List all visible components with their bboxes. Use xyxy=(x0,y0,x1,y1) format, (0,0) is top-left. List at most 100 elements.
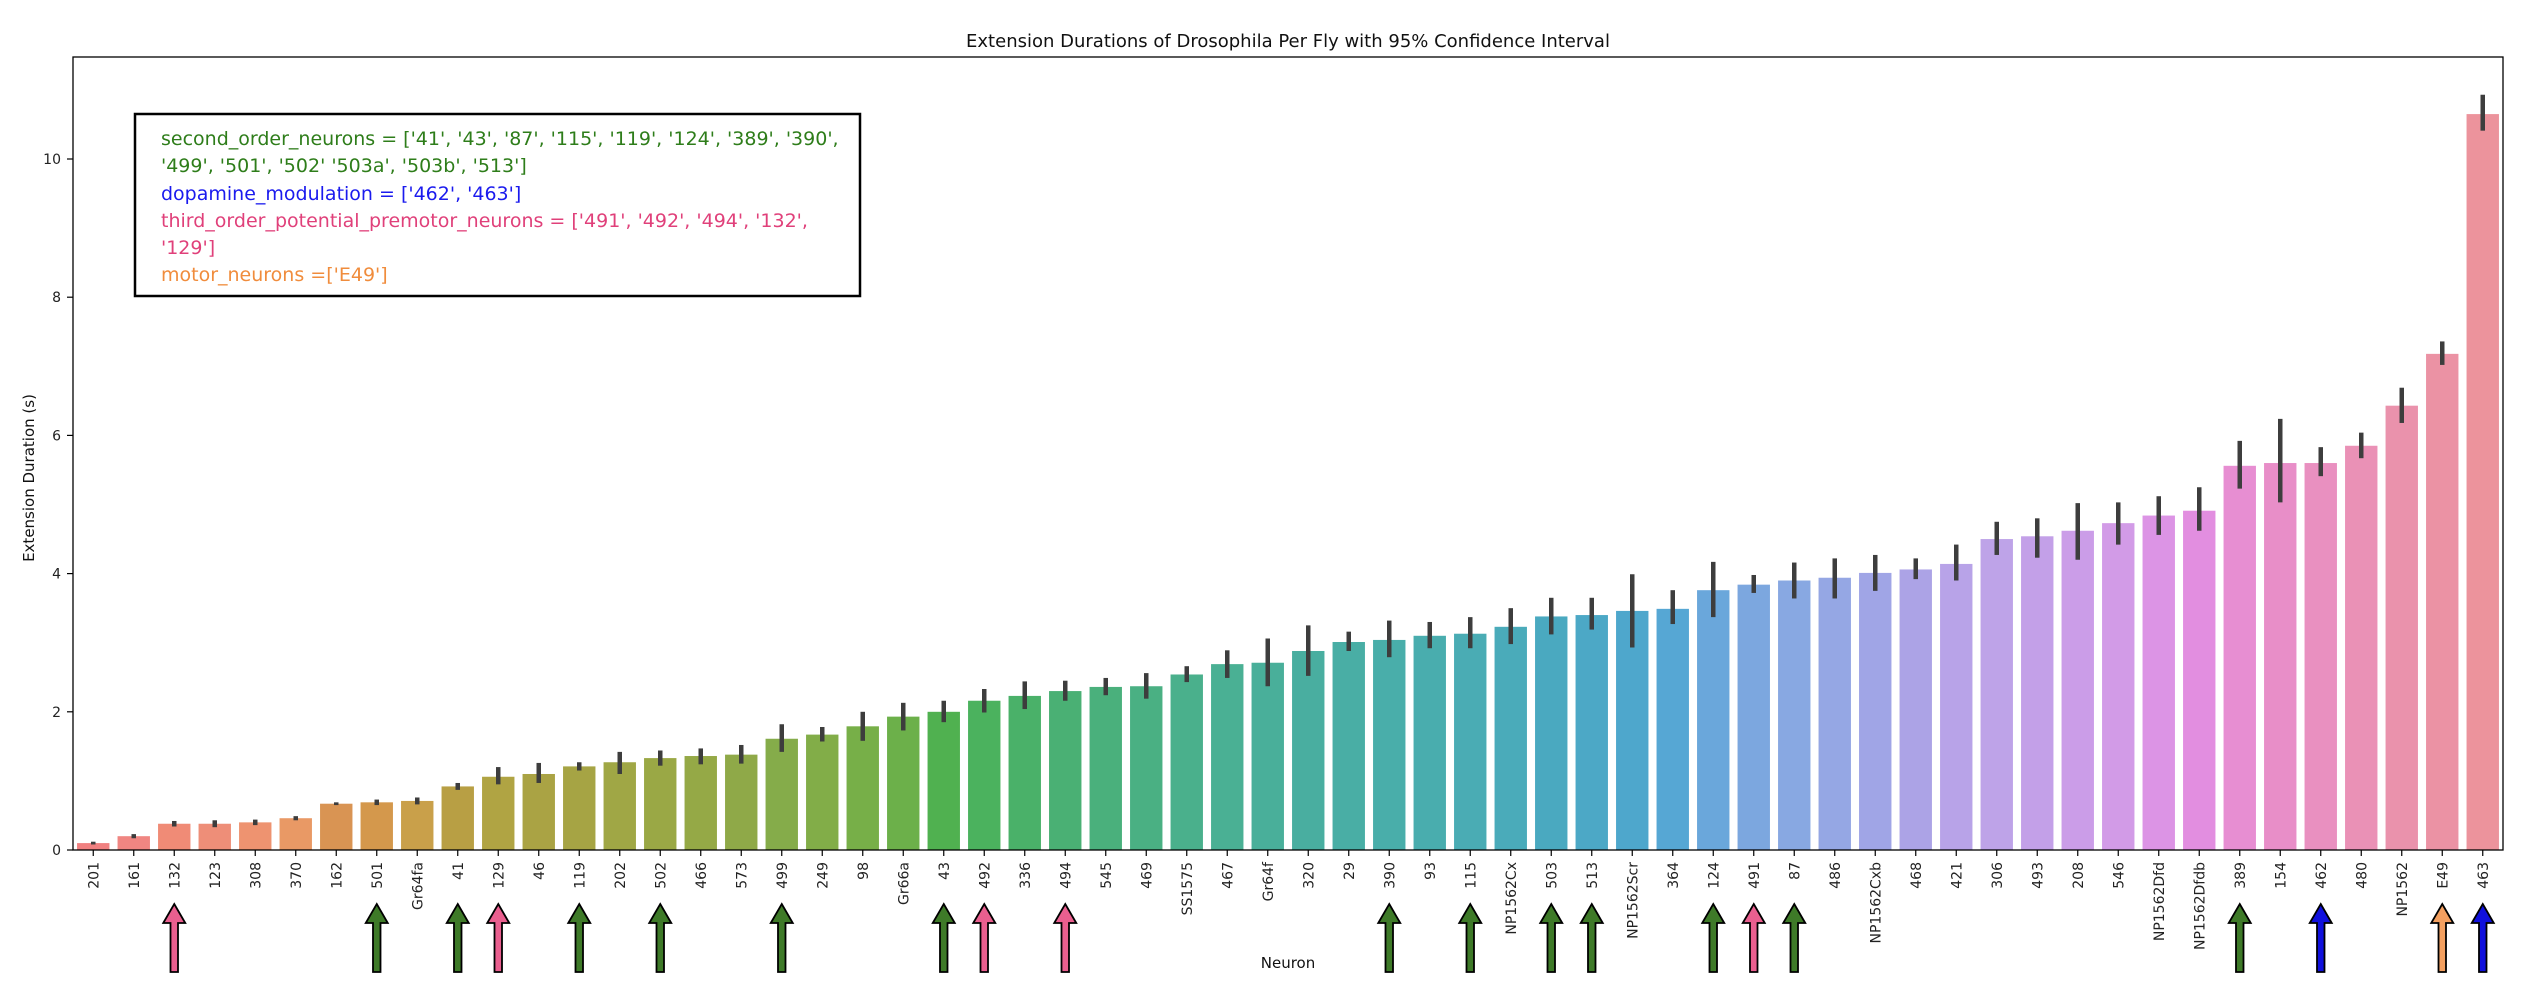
x-tick-label: 494 xyxy=(1058,862,1074,889)
x-tick-label: 43 xyxy=(937,862,953,880)
bar-502 xyxy=(644,758,677,850)
arrow-marker-87 xyxy=(1781,902,1807,973)
bar-202 xyxy=(603,762,636,850)
arrow-marker-389 xyxy=(2227,902,2253,973)
x-tick-label: 545 xyxy=(1099,862,1115,889)
x-tick-label: 98 xyxy=(856,862,872,880)
x-tick-label: 249 xyxy=(815,862,831,889)
bar-469 xyxy=(1130,686,1163,850)
legend-box: second_order_neurons = ['41', '43', '87'… xyxy=(133,112,862,298)
x-tick-label: 390 xyxy=(1382,862,1398,889)
x-tick-label: 503 xyxy=(1544,862,1560,889)
arrow-markers xyxy=(161,902,2496,973)
x-tick-label: 463 xyxy=(2476,862,2492,889)
x-tick-label: 308 xyxy=(248,862,264,889)
bar-467 xyxy=(1211,664,1244,850)
x-tick-label: 389 xyxy=(2233,862,2249,889)
arrow-marker-491 xyxy=(1741,902,1767,973)
legend-line: '499', '501', '502' '503a', '503b', '513… xyxy=(161,155,527,177)
arrow-marker-124 xyxy=(1700,902,1726,973)
bar-249 xyxy=(806,734,839,850)
arrow-marker-129 xyxy=(485,902,511,973)
x-tick-label: 208 xyxy=(2071,862,2087,889)
x-tick-label: 129 xyxy=(491,862,507,889)
y-axis-label: Extension Duration (s) xyxy=(20,394,38,562)
arrow-marker-499 xyxy=(769,902,795,973)
bar-370 xyxy=(279,818,312,850)
x-axis: 201 161 132 123 308 370 162 501 Gr64fa 41 129 46 119… xyxy=(86,850,2492,950)
bar-162 xyxy=(320,803,353,850)
bar-NP1562 xyxy=(2385,405,2418,850)
x-tick-label: 421 xyxy=(1949,862,1965,889)
x-tick-label: NP1562Dfd xyxy=(2152,862,2168,941)
bar-308 xyxy=(239,822,272,850)
bar-501 xyxy=(360,802,393,850)
legend-frame xyxy=(133,112,862,298)
bar-87 xyxy=(1778,580,1811,850)
bar-154 xyxy=(2264,463,2297,850)
x-tick-label: 480 xyxy=(2354,862,2370,889)
bar-NP1562Dfd xyxy=(2142,515,2175,850)
arrow-marker-463 xyxy=(2470,902,2496,973)
x-tick-label: 202 xyxy=(613,862,629,889)
x-tick-label: Gr66a xyxy=(896,862,912,905)
x-tick-label: 154 xyxy=(2273,862,2289,889)
legend-line: '129'] xyxy=(161,237,215,259)
bar-208 xyxy=(2061,530,2094,850)
bar-320 xyxy=(1292,650,1325,850)
x-tick-label: 499 xyxy=(775,862,791,889)
bar-364 xyxy=(1656,608,1689,850)
legend-line: third_order_potential_premotor_neurons =… xyxy=(161,210,808,232)
x-tick-label: 468 xyxy=(1909,862,1925,889)
arrow-marker-513 xyxy=(1579,902,1605,973)
plot-frame xyxy=(72,56,2504,851)
x-tick-label: 41 xyxy=(451,862,467,880)
bar-93 xyxy=(1413,635,1446,850)
x-tick-label: 124 xyxy=(1706,862,1722,889)
x-tick-label: 502 xyxy=(653,862,669,889)
y-tick-label: 0 xyxy=(52,843,61,859)
bar-NP1562Cx xyxy=(1494,626,1527,850)
bar-546 xyxy=(2102,523,2135,850)
x-tick-label: 469 xyxy=(1139,862,1155,889)
x-tick-label: Gr64fa xyxy=(410,862,426,910)
bar-573 xyxy=(725,754,758,850)
x-tick-label: 493 xyxy=(2030,862,2046,889)
x-tick-label: 491 xyxy=(1747,862,1763,889)
bar-29 xyxy=(1332,642,1365,850)
arrow-marker-503 xyxy=(1538,902,1564,973)
x-tick-label: 336 xyxy=(1018,862,1034,889)
bar-545 xyxy=(1089,686,1122,850)
arrow-marker-132 xyxy=(161,902,187,973)
bar-486 xyxy=(1818,577,1851,850)
x-tick-label: 466 xyxy=(694,862,710,889)
bar-499 xyxy=(765,738,798,850)
bar-124 xyxy=(1697,590,1730,850)
error-bars-layer xyxy=(91,94,2485,845)
x-tick-label: 162 xyxy=(329,862,345,889)
bar-480 xyxy=(2345,445,2378,850)
x-tick-label: 370 xyxy=(289,862,305,889)
arrow-marker-115 xyxy=(1457,902,1483,973)
bar-468 xyxy=(1899,569,1932,850)
bar-SS1575 xyxy=(1170,674,1203,850)
bar-132 xyxy=(158,823,191,850)
bar-NP1562Cxb xyxy=(1859,572,1892,850)
bar-421 xyxy=(1940,563,1973,850)
x-tick-label: 132 xyxy=(167,862,183,889)
x-tick-label: 486 xyxy=(1828,862,1844,889)
bar-123 xyxy=(198,823,231,850)
x-tick-label: 115 xyxy=(1463,862,1479,889)
bar-NP1562Dfdb xyxy=(2183,510,2216,850)
x-tick-label: 161 xyxy=(127,862,143,889)
bar-306 xyxy=(1980,539,2013,850)
x-axis-label: Neuron xyxy=(1261,954,1315,972)
bar-492 xyxy=(968,700,1001,850)
bar-494 xyxy=(1049,691,1082,850)
bar-Gr64fa xyxy=(401,800,434,850)
x-tick-label: 492 xyxy=(977,862,993,889)
arrow-marker-390 xyxy=(1376,902,1402,973)
arrow-marker-E49 xyxy=(2429,902,2455,973)
arrow-marker-41 xyxy=(445,902,471,973)
y-tick-label: 6 xyxy=(52,428,61,444)
